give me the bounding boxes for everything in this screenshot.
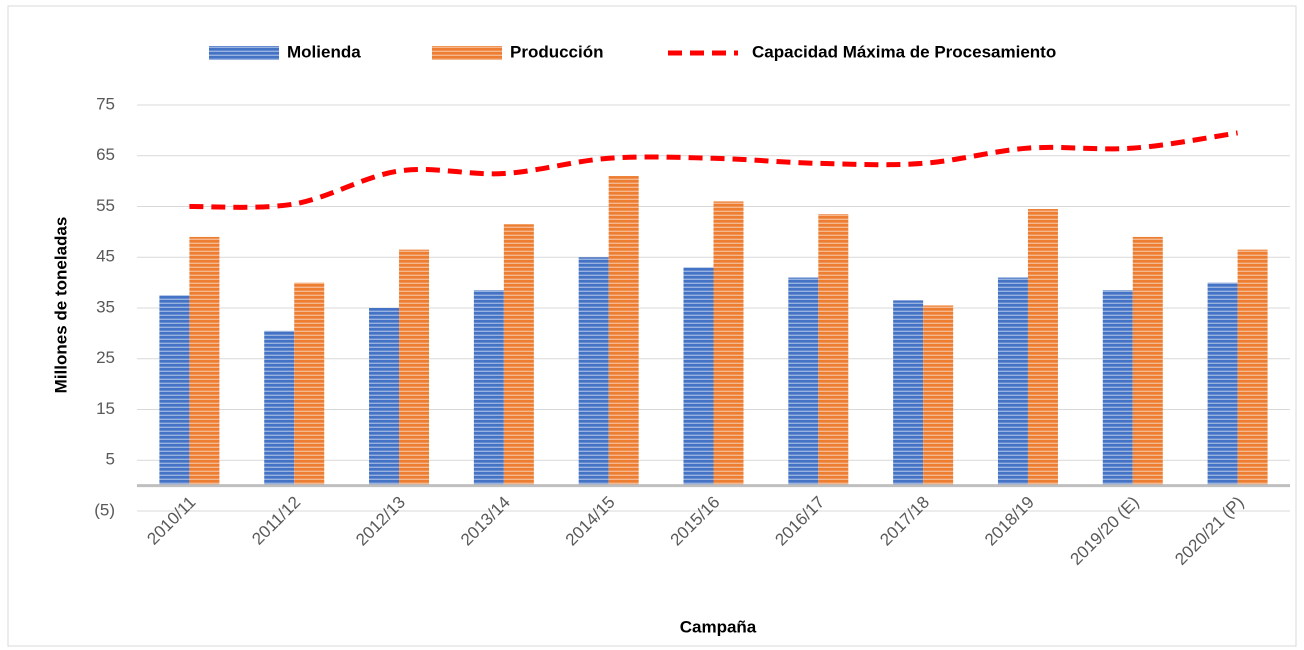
y-tick-label: 45 <box>96 247 115 266</box>
y-tick-label: 35 <box>96 297 115 316</box>
legend-label: Molienda <box>287 42 361 61</box>
y-tick-label: 15 <box>96 399 115 418</box>
bar <box>473 290 504 486</box>
legend-label: Producción <box>510 42 604 61</box>
y-tick-label: 5 <box>106 450 115 469</box>
legend-swatch <box>209 46 279 60</box>
bar <box>1207 282 1238 486</box>
bar <box>1132 236 1163 486</box>
bar <box>713 201 744 486</box>
bar <box>159 295 190 486</box>
bar <box>608 176 639 486</box>
y-tick-label: (5) <box>94 500 115 519</box>
y-tick-label: 55 <box>96 196 115 215</box>
bar <box>503 224 534 486</box>
bar <box>264 330 295 486</box>
bar <box>578 257 609 486</box>
bar <box>923 305 954 486</box>
legend-label: Capacidad Máxima de Procesamiento <box>752 42 1056 61</box>
y-tick-label: 25 <box>96 348 115 367</box>
bar <box>997 277 1028 486</box>
bar <box>189 236 220 486</box>
bar <box>369 308 400 486</box>
y-tick-label: 75 <box>96 94 115 113</box>
legend-swatch <box>432 46 502 60</box>
line <box>189 130 1238 210</box>
bar <box>788 277 819 486</box>
bar <box>683 267 714 486</box>
bar <box>399 249 430 486</box>
bar <box>294 282 325 486</box>
bar <box>1102 290 1133 486</box>
y-tick-label: 65 <box>96 145 115 164</box>
bar <box>818 214 849 486</box>
bar <box>1237 249 1268 486</box>
bar <box>1027 209 1058 486</box>
chart-border <box>7 5 1297 647</box>
y-axis-title: Millones de toneladas <box>51 217 70 394</box>
x-axis-title: Campaña <box>680 617 757 636</box>
bar <box>893 300 924 486</box>
